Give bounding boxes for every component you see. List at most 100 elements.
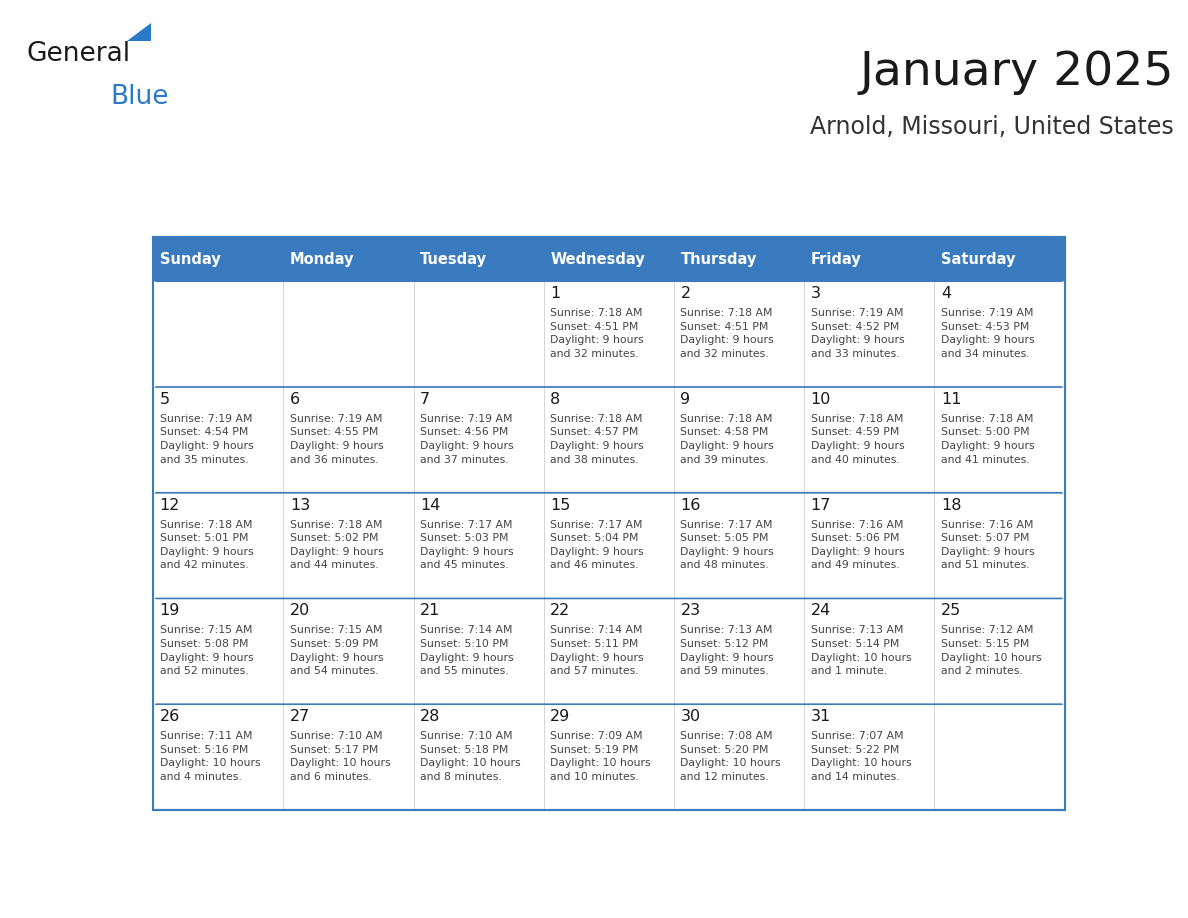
Text: 1: 1: [550, 286, 561, 301]
Text: 18: 18: [941, 498, 961, 512]
Text: Sunrise: 7:18 AM
Sunset: 5:01 PM
Daylight: 9 hours
and 42 minutes.: Sunrise: 7:18 AM Sunset: 5:01 PM Dayligh…: [159, 520, 253, 570]
Text: Sunrise: 7:17 AM
Sunset: 5:03 PM
Daylight: 9 hours
and 45 minutes.: Sunrise: 7:17 AM Sunset: 5:03 PM Dayligh…: [421, 520, 513, 570]
Bar: [153, 493, 283, 599]
Bar: [935, 493, 1064, 599]
Text: Sunrise: 7:18 AM
Sunset: 5:00 PM
Daylight: 9 hours
and 41 minutes.: Sunrise: 7:18 AM Sunset: 5:00 PM Dayligh…: [941, 414, 1035, 465]
Bar: [544, 281, 674, 387]
Text: Sunrise: 7:16 AM
Sunset: 5:07 PM
Daylight: 9 hours
and 51 minutes.: Sunrise: 7:16 AM Sunset: 5:07 PM Dayligh…: [941, 520, 1035, 570]
Text: Tuesday: Tuesday: [421, 252, 487, 267]
Bar: [674, 281, 804, 387]
Bar: [804, 387, 935, 493]
Text: Sunday: Sunday: [159, 252, 220, 267]
Text: Sunrise: 7:07 AM
Sunset: 5:22 PM
Daylight: 10 hours
and 14 minutes.: Sunrise: 7:07 AM Sunset: 5:22 PM Dayligh…: [810, 731, 911, 782]
Bar: [413, 493, 544, 599]
Bar: [283, 704, 413, 810]
Text: 4: 4: [941, 286, 952, 301]
Text: Monday: Monday: [290, 252, 354, 267]
Text: 20: 20: [290, 603, 310, 619]
Text: Sunrise: 7:08 AM
Sunset: 5:20 PM
Daylight: 10 hours
and 12 minutes.: Sunrise: 7:08 AM Sunset: 5:20 PM Dayligh…: [681, 731, 781, 782]
Text: Sunrise: 7:15 AM
Sunset: 5:09 PM
Daylight: 9 hours
and 54 minutes.: Sunrise: 7:15 AM Sunset: 5:09 PM Dayligh…: [290, 625, 384, 677]
Text: 19: 19: [159, 603, 181, 619]
Bar: [804, 238, 935, 281]
Bar: [413, 599, 544, 704]
Text: Friday: Friday: [810, 252, 861, 267]
Bar: [153, 704, 283, 810]
Text: Sunrise: 7:19 AM
Sunset: 4:53 PM
Daylight: 9 hours
and 34 minutes.: Sunrise: 7:19 AM Sunset: 4:53 PM Dayligh…: [941, 308, 1035, 359]
Text: Sunrise: 7:10 AM
Sunset: 5:18 PM
Daylight: 10 hours
and 8 minutes.: Sunrise: 7:10 AM Sunset: 5:18 PM Dayligh…: [421, 731, 520, 782]
Bar: [413, 387, 544, 493]
Bar: [544, 599, 674, 704]
Bar: [283, 599, 413, 704]
Text: Sunrise: 7:16 AM
Sunset: 5:06 PM
Daylight: 9 hours
and 49 minutes.: Sunrise: 7:16 AM Sunset: 5:06 PM Dayligh…: [810, 520, 904, 570]
Bar: [153, 599, 283, 704]
Text: 15: 15: [550, 498, 570, 512]
Text: 22: 22: [550, 603, 570, 619]
Bar: [413, 704, 544, 810]
Text: Sunrise: 7:14 AM
Sunset: 5:10 PM
Daylight: 9 hours
and 55 minutes.: Sunrise: 7:14 AM Sunset: 5:10 PM Dayligh…: [421, 625, 513, 677]
Text: Sunrise: 7:11 AM
Sunset: 5:16 PM
Daylight: 10 hours
and 4 minutes.: Sunrise: 7:11 AM Sunset: 5:16 PM Dayligh…: [159, 731, 260, 782]
Bar: [804, 599, 935, 704]
Bar: [544, 493, 674, 599]
Text: Sunrise: 7:12 AM
Sunset: 5:15 PM
Daylight: 10 hours
and 2 minutes.: Sunrise: 7:12 AM Sunset: 5:15 PM Dayligh…: [941, 625, 1042, 677]
Text: 11: 11: [941, 392, 961, 407]
Text: Sunrise: 7:18 AM
Sunset: 4:59 PM
Daylight: 9 hours
and 40 minutes.: Sunrise: 7:18 AM Sunset: 4:59 PM Dayligh…: [810, 414, 904, 465]
Text: Sunrise: 7:10 AM
Sunset: 5:17 PM
Daylight: 10 hours
and 6 minutes.: Sunrise: 7:10 AM Sunset: 5:17 PM Dayligh…: [290, 731, 391, 782]
Text: 9: 9: [681, 392, 690, 407]
Text: Wednesday: Wednesday: [550, 252, 645, 267]
Text: 8: 8: [550, 392, 561, 407]
Text: Saturday: Saturday: [941, 252, 1016, 267]
Text: 12: 12: [159, 498, 181, 512]
Text: 2: 2: [681, 286, 690, 301]
Bar: [544, 387, 674, 493]
Bar: [413, 238, 544, 281]
Text: 6: 6: [290, 392, 299, 407]
Bar: [544, 704, 674, 810]
Text: 27: 27: [290, 709, 310, 724]
Text: 5: 5: [159, 392, 170, 407]
Text: 31: 31: [810, 709, 830, 724]
Text: 14: 14: [421, 498, 441, 512]
Text: 29: 29: [550, 709, 570, 724]
Bar: [935, 281, 1064, 387]
Text: Sunrise: 7:17 AM
Sunset: 5:04 PM
Daylight: 9 hours
and 46 minutes.: Sunrise: 7:17 AM Sunset: 5:04 PM Dayligh…: [550, 520, 644, 570]
Bar: [804, 493, 935, 599]
Text: Arnold, Missouri, United States: Arnold, Missouri, United States: [810, 115, 1174, 139]
Bar: [283, 387, 413, 493]
Text: Sunrise: 7:14 AM
Sunset: 5:11 PM
Daylight: 9 hours
and 57 minutes.: Sunrise: 7:14 AM Sunset: 5:11 PM Dayligh…: [550, 625, 644, 677]
Text: Sunrise: 7:18 AM
Sunset: 4:58 PM
Daylight: 9 hours
and 39 minutes.: Sunrise: 7:18 AM Sunset: 4:58 PM Dayligh…: [681, 414, 775, 465]
Text: 25: 25: [941, 603, 961, 619]
Bar: [674, 704, 804, 810]
Bar: [153, 238, 1064, 810]
Text: Sunrise: 7:19 AM
Sunset: 4:54 PM
Daylight: 9 hours
and 35 minutes.: Sunrise: 7:19 AM Sunset: 4:54 PM Dayligh…: [159, 414, 253, 465]
Text: Sunrise: 7:19 AM
Sunset: 4:55 PM
Daylight: 9 hours
and 36 minutes.: Sunrise: 7:19 AM Sunset: 4:55 PM Dayligh…: [290, 414, 384, 465]
Text: 10: 10: [810, 392, 832, 407]
Text: 23: 23: [681, 603, 701, 619]
Text: General: General: [26, 41, 131, 67]
Bar: [804, 704, 935, 810]
Text: 24: 24: [810, 603, 830, 619]
Text: 21: 21: [421, 603, 441, 619]
Bar: [935, 599, 1064, 704]
Bar: [283, 238, 413, 281]
Bar: [544, 238, 674, 281]
Text: Sunrise: 7:19 AM
Sunset: 4:52 PM
Daylight: 9 hours
and 33 minutes.: Sunrise: 7:19 AM Sunset: 4:52 PM Dayligh…: [810, 308, 904, 359]
Bar: [153, 387, 283, 493]
Bar: [283, 493, 413, 599]
Text: Sunrise: 7:15 AM
Sunset: 5:08 PM
Daylight: 9 hours
and 52 minutes.: Sunrise: 7:15 AM Sunset: 5:08 PM Dayligh…: [159, 625, 253, 677]
Text: Sunrise: 7:17 AM
Sunset: 5:05 PM
Daylight: 9 hours
and 48 minutes.: Sunrise: 7:17 AM Sunset: 5:05 PM Dayligh…: [681, 520, 775, 570]
Text: Sunrise: 7:13 AM
Sunset: 5:12 PM
Daylight: 9 hours
and 59 minutes.: Sunrise: 7:13 AM Sunset: 5:12 PM Dayligh…: [681, 625, 775, 677]
Text: 7: 7: [421, 392, 430, 407]
Bar: [674, 599, 804, 704]
Bar: [935, 704, 1064, 810]
Text: Sunrise: 7:18 AM
Sunset: 4:51 PM
Daylight: 9 hours
and 32 minutes.: Sunrise: 7:18 AM Sunset: 4:51 PM Dayligh…: [550, 308, 644, 359]
Text: 30: 30: [681, 709, 701, 724]
Text: Sunrise: 7:18 AM
Sunset: 5:02 PM
Daylight: 9 hours
and 44 minutes.: Sunrise: 7:18 AM Sunset: 5:02 PM Dayligh…: [290, 520, 384, 570]
Bar: [674, 387, 804, 493]
Text: January 2025: January 2025: [859, 50, 1174, 95]
Bar: [153, 238, 283, 281]
Bar: [153, 281, 283, 387]
Bar: [283, 281, 413, 387]
Text: Sunrise: 7:13 AM
Sunset: 5:14 PM
Daylight: 10 hours
and 1 minute.: Sunrise: 7:13 AM Sunset: 5:14 PM Dayligh…: [810, 625, 911, 677]
Text: Sunrise: 7:18 AM
Sunset: 4:57 PM
Daylight: 9 hours
and 38 minutes.: Sunrise: 7:18 AM Sunset: 4:57 PM Dayligh…: [550, 414, 644, 465]
Text: Sunrise: 7:09 AM
Sunset: 5:19 PM
Daylight: 10 hours
and 10 minutes.: Sunrise: 7:09 AM Sunset: 5:19 PM Dayligh…: [550, 731, 651, 782]
